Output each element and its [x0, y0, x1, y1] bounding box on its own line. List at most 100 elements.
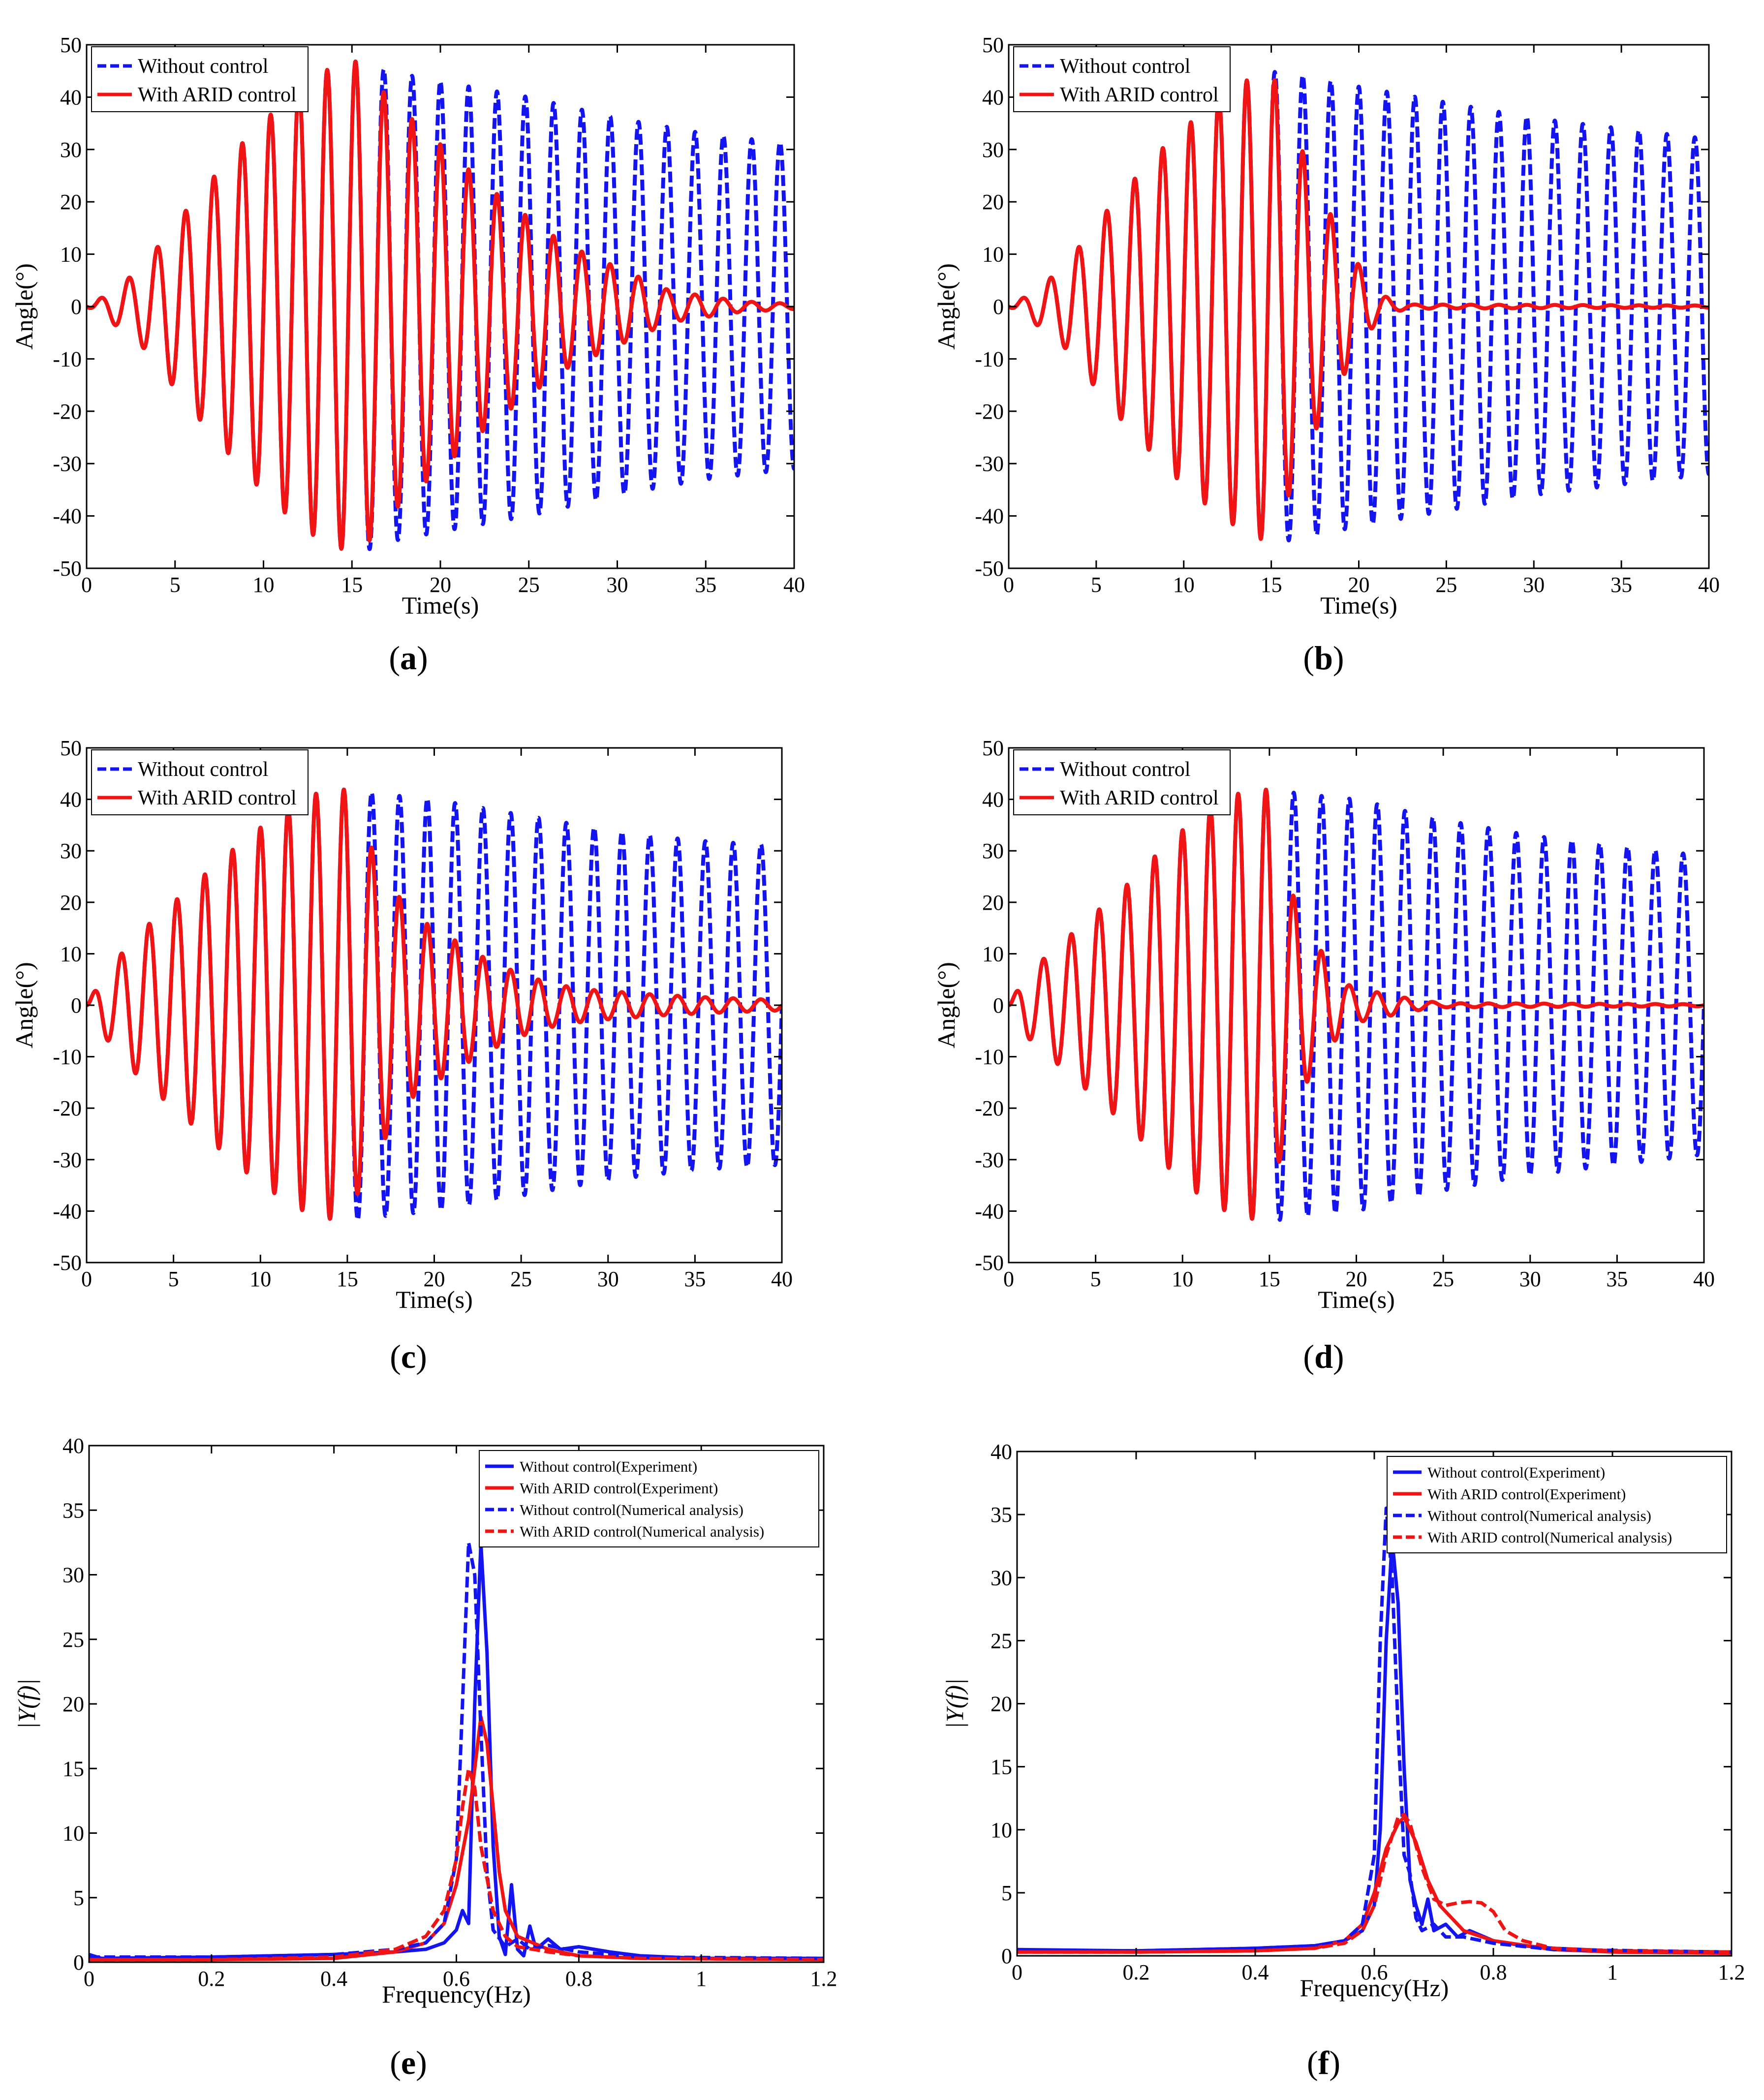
- x-tick-label: 5: [170, 573, 181, 597]
- y-tick-label: 50: [982, 736, 1004, 760]
- x-tick-label: 40: [1693, 1267, 1715, 1291]
- y-tick-label: 40: [982, 788, 1004, 812]
- y-tick-label: 25: [990, 1629, 1012, 1653]
- y-tick-label: -40: [975, 1199, 1004, 1223]
- y-tick-label: 40: [990, 1440, 1012, 1464]
- legend-entry-label: With ARID control(Experiment): [1427, 1485, 1626, 1503]
- y-tick-label: -10: [53, 347, 82, 371]
- panel-caption: (f): [1307, 2044, 1340, 2081]
- legend-entry-label: With ARID control(Numerical analysis): [520, 1523, 764, 1540]
- y-axis-label: Angle(°): [10, 962, 38, 1049]
- legend-entry-label: With ARID control(Numerical analysis): [1427, 1529, 1672, 1546]
- y-tick-label: 10: [60, 243, 82, 267]
- series-line-with-arid-control: [1009, 78, 1709, 541]
- y-tick-label: 0: [71, 295, 82, 319]
- y-tick-label: 0: [71, 993, 82, 1018]
- y-tick-label: 40: [982, 85, 1004, 109]
- x-axis-label: Frequency(Hz): [382, 1980, 531, 2008]
- legend: Without control With ARID control: [1013, 46, 1231, 112]
- x-tick-label: 40: [1698, 573, 1720, 597]
- x-tick-label: 40: [771, 1267, 793, 1291]
- y-tick-label: 30: [982, 839, 1004, 863]
- series-group: [1009, 70, 1709, 543]
- y-tick-label: -10: [53, 1045, 82, 1069]
- y-tick-label: -10: [975, 347, 1004, 371]
- panel-caption: (a): [389, 639, 428, 677]
- x-tick-label: 0.4: [1242, 1960, 1269, 1984]
- chart-panel-b: 0 5 10 15 20 25 30 35 40 -50 -40 -30 -20 -10 0 10 20 30 40…: [932, 33, 1720, 677]
- legend-entry-label: Without control: [1060, 758, 1190, 781]
- x-tick-label: 25: [1435, 573, 1457, 597]
- y-tick-label: 10: [982, 243, 1004, 267]
- x-axis-label: Time(s): [1318, 1286, 1395, 1313]
- y-tick-label: 20: [60, 891, 82, 915]
- legend-entry-label: With ARID control(Experiment): [520, 1480, 718, 1497]
- y-tick-label: 50: [60, 736, 82, 760]
- y-tick-label: -10: [975, 1045, 1004, 1069]
- chart-panel-a: 0 5 10 15 20 25 30 35 40 -50 -40 -30 -20 -10 0 10 20 30 40…: [10, 33, 805, 677]
- x-tick-label: 30: [597, 1267, 619, 1291]
- x-axis-label: Frequency(Hz): [1300, 1974, 1449, 2002]
- x-axis-label: Time(s): [396, 1286, 473, 1313]
- x-tick-label: 1: [696, 1967, 707, 1991]
- y-tick-label: -30: [975, 452, 1004, 476]
- y-tick-label: -40: [53, 1199, 82, 1223]
- chart-panel-f: 0 0.2 0.4 0.6 0.8 1 1.2 0 5 10 15 20 25 30 35 40 Frequen…: [941, 1440, 1745, 2081]
- x-tick-label: 1.2: [1718, 1960, 1745, 1984]
- y-tick-label: 30: [982, 138, 1004, 162]
- y-tick-label: 0: [993, 993, 1004, 1018]
- y-tick-label: 0: [1001, 1944, 1012, 1968]
- y-tick-label: 35: [990, 1503, 1012, 1527]
- panel-caption: (b): [1303, 639, 1344, 677]
- y-tick-label: -50: [53, 1251, 82, 1275]
- series-line-without-control-numerical-analysis-: [89, 1541, 824, 1960]
- series-line-with-arid-control-numerical-analysis-: [1017, 1813, 1732, 1954]
- legend-entry-label: Without control: [138, 758, 268, 781]
- x-tick-label: 5: [168, 1267, 179, 1291]
- legend-entry-label: Without control(Numerical analysis): [520, 1501, 743, 1518]
- y-tick-label: 15: [62, 1757, 84, 1781]
- y-tick-label: 10: [62, 1822, 84, 1846]
- y-tick-label: 5: [1001, 1881, 1012, 1905]
- series-line-without-control-numerical-analysis-: [1017, 1506, 1732, 1954]
- y-tick-label: -50: [53, 556, 82, 581]
- x-tick-label: 0.2: [198, 1967, 225, 1991]
- x-tick-label: 1.2: [810, 1967, 837, 1991]
- y-tick-label: 10: [990, 1818, 1012, 1842]
- y-tick-label: 0: [993, 295, 1004, 319]
- x-axis-label: Time(s): [402, 591, 479, 619]
- legend-entry-label: Without control(Experiment): [1427, 1464, 1605, 1481]
- legend: Without control With ARID control: [91, 749, 309, 815]
- x-tick-label: 0.4: [320, 1967, 347, 1991]
- y-tick-label: 30: [990, 1566, 1012, 1590]
- legend-box: [1013, 46, 1231, 112]
- y-tick-label: 0: [73, 1950, 84, 1975]
- series-group: [1009, 787, 1704, 1222]
- x-tick-label: 10: [1172, 1267, 1193, 1291]
- x-tick-label: 25: [1432, 1267, 1454, 1291]
- series-group: [1017, 1506, 1732, 1955]
- x-tick-label: 30: [1519, 1267, 1541, 1291]
- series-line-with-arid-control: [87, 60, 794, 551]
- legend-entry-label: With ARID control: [138, 787, 297, 809]
- y-tick-label: -50: [975, 1251, 1004, 1275]
- x-tick-label: 0: [81, 1267, 92, 1291]
- series-group: [87, 60, 794, 551]
- series-line-with-arid-control-experiment-: [89, 1715, 824, 1962]
- legend-box: [479, 1450, 819, 1547]
- x-tick-label: 10: [253, 573, 275, 597]
- x-tick-label: 30: [1523, 573, 1545, 597]
- legend-entry-label: Without control: [1060, 55, 1190, 78]
- y-tick-label: -30: [975, 1148, 1004, 1172]
- y-tick-label: 5: [73, 1886, 84, 1910]
- y-axis-label: |Y(f)|: [13, 1679, 40, 1729]
- x-tick-label: 0.2: [1123, 1960, 1150, 1984]
- y-tick-label: -20: [53, 1096, 82, 1120]
- y-tick-label: 50: [60, 33, 82, 57]
- series-line-with-arid-control: [1009, 787, 1704, 1221]
- legend-box: [1387, 1456, 1727, 1553]
- x-tick-label: 0.8: [1480, 1960, 1507, 1984]
- y-tick-label: 20: [60, 190, 82, 214]
- panel-caption: (e): [390, 2044, 427, 2081]
- x-tick-label: 0: [1003, 1267, 1014, 1291]
